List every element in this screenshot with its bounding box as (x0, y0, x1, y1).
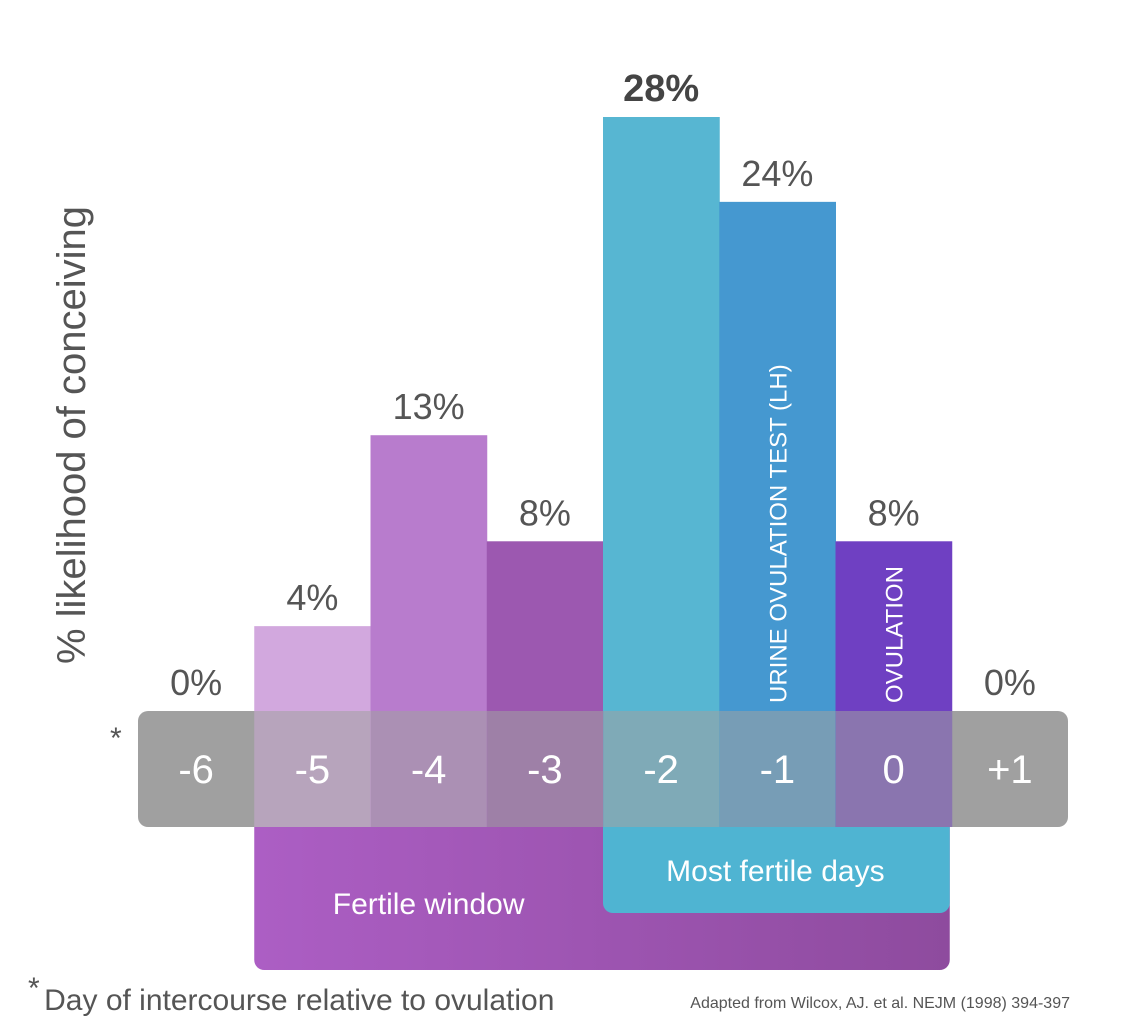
fertile-window-label: Fertile window (333, 888, 525, 921)
value-label--5: 4% (286, 577, 338, 618)
value-label--6: 0% (170, 662, 222, 703)
value-label--1: 24% (741, 153, 813, 194)
footnote: * Day of intercourse relative to ovulati… (28, 972, 554, 1017)
axis-tint-0 (835, 711, 953, 827)
bar-annotation--1: URINE OVULATION TEST (LH) (765, 364, 792, 703)
y-axis-label: % likelihood of conceiving (50, 206, 94, 664)
axis-tint--4 (370, 711, 488, 827)
tick-label--4: -4 (411, 748, 447, 792)
value-label-0: 8% (868, 492, 920, 533)
tick-label--5: -5 (295, 748, 331, 792)
tick-label--6: -6 (178, 748, 214, 792)
tick-label-+1: +1 (987, 748, 1033, 792)
tick-label--3: -3 (527, 748, 563, 792)
bar-annotation-0: OVULATION (882, 566, 909, 703)
axis-tint--3 (486, 711, 604, 827)
tick-label--2: -2 (643, 748, 679, 792)
x-axis-band (138, 711, 1068, 827)
axis-tint--5 (254, 711, 371, 827)
bar--1 (719, 201, 836, 711)
value-label-+1: 0% (984, 662, 1036, 703)
value-label--4: 13% (393, 386, 465, 427)
axis-tint--1 (719, 711, 836, 827)
value-label--3: 8% (519, 492, 571, 533)
bar--4 (370, 435, 488, 711)
bar-0 (835, 541, 953, 711)
bar--3 (486, 541, 604, 711)
value-label--2: 28% (623, 68, 699, 110)
most-fertile-days-label: Most fertile days (666, 855, 884, 888)
tick-label-0: 0 (883, 748, 905, 792)
tick-label--1: -1 (760, 748, 796, 792)
bar--2 (603, 117, 720, 711)
axis-asterisk: * (110, 722, 122, 755)
footnote-asterisk: * (28, 972, 40, 1005)
source-citation: Adapted from Wilcox, AJ. et al. NEJM (19… (690, 995, 1070, 1012)
footnote-text: Day of intercourse relative to ovulation (44, 984, 554, 1017)
bar--5 (254, 626, 371, 711)
axis-tint--2 (603, 711, 720, 827)
